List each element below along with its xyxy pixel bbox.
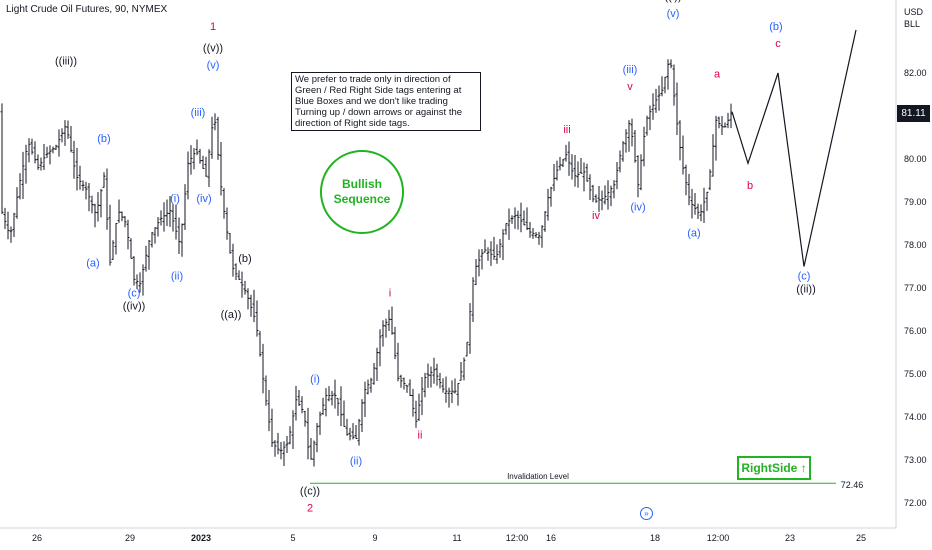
x-tick-label: 5 [290,533,295,543]
bullish-sequence-circle: Bullish Sequence [320,150,404,234]
wave-label: (i) [310,374,320,386]
projection-path [731,29,857,267]
wave-label: (a) [86,258,99,270]
unit: BLL [904,19,921,29]
chart-title: Light Crude Oil Futures, 90, NYMEX [6,4,168,15]
y-tick-label: 78.00 [904,240,927,250]
wave-label: i [389,288,391,300]
time-axis: 26 29 2023 5 9 11 12:00 16 18 12:00 23 25 [0,527,896,543]
bullish-line1: Bullish [341,177,382,191]
wave-label: (iv) [196,193,211,205]
x-tick-label: 25 [856,533,866,543]
ohlc-bars [0,59,733,467]
wave-label: (b) [238,253,251,265]
last-price-badge: 81.11 [897,105,930,122]
wave-label: ((iii)) [55,55,77,67]
x-tick-label: 23 [785,533,795,543]
wave-label: (a) [687,227,700,239]
x-tick-label: 12:00 [506,533,529,543]
y-tick-label: 80.00 [904,154,927,164]
x-tick-label: 12:00 [707,533,730,543]
wave-label: (v) [667,8,680,20]
y-tick-label: 73.00 [904,455,927,465]
projection-line [731,29,857,267]
invalidation-label: Invalidation Level [507,472,569,481]
y-tick-label: 79.00 [904,197,927,207]
price-axis: 72.00 73.00 74.00 75.00 76.00 77.00 78.00 79.00… [895,0,927,528]
wave-label: ((i)) [664,0,681,3]
x-tick-label: 26 [32,533,42,543]
wave-label: (c) [128,288,141,300]
x-tick-label: 11 [452,533,461,543]
wave-label: (b) [97,133,110,145]
wave-label: (b) [769,21,782,33]
y-tick-label: 82.00 [904,68,927,78]
wave-label: v [627,81,633,93]
wave-label: (iv) [630,202,645,214]
wave-label: b [747,180,753,192]
rightside-tag: RightSide ↑ [737,456,811,480]
wave-label: (ii) [171,270,183,282]
wave-label: c [775,38,781,50]
wave-label: (v) [207,60,220,72]
y-tick-label: 75.00 [904,369,927,379]
wave-label: 2 [307,503,313,515]
x-tick-label: 29 [125,533,135,543]
y-tick-label: 72.00 [904,498,927,508]
y-tick-label: 74.00 [904,412,927,422]
y-tick-label: 76.00 [904,326,927,336]
trading-note: We prefer to trade only in direction of … [291,72,481,131]
wave-label: (i) [170,193,180,205]
wave-label: a [714,68,721,80]
currency: USD [904,7,924,17]
wave-label: ii [418,430,423,442]
wave-label: (ii) [350,455,362,467]
wave-label: ((a)) [221,309,242,321]
x-tick-label: 2023 [191,533,211,543]
wave-label: iii [563,124,570,136]
bullish-line2: Sequence [333,192,391,206]
wave-label: ((v)) [203,43,223,55]
x-tick-label: 9 [372,533,377,543]
y-tick-label: 77.00 [904,283,927,293]
currency-label: USD BLL [904,6,923,30]
invalidation-level: Invalidation Level [310,472,836,484]
x-tick-label: 16 [546,533,556,543]
x-tick-label: 18 [650,533,660,543]
wave-label: ((iv)) [123,301,146,313]
wave-label: ((ii)) [796,283,816,295]
wave-label: (iii) [623,64,638,76]
wave-labels: ((iii))(b)(a)(c)((iv))(i)(ii)(iii)(iv)1(… [55,0,816,515]
wave-label: (iii) [191,107,206,119]
time-jump-icon[interactable]: » [640,507,653,520]
wave-label: iv [592,210,600,222]
wave-label: (c) [798,270,811,282]
wave-label: 1 [210,21,216,33]
wave-label: ((c)) [300,485,320,497]
invalidation-price-badge: 72.46 [836,479,868,492]
